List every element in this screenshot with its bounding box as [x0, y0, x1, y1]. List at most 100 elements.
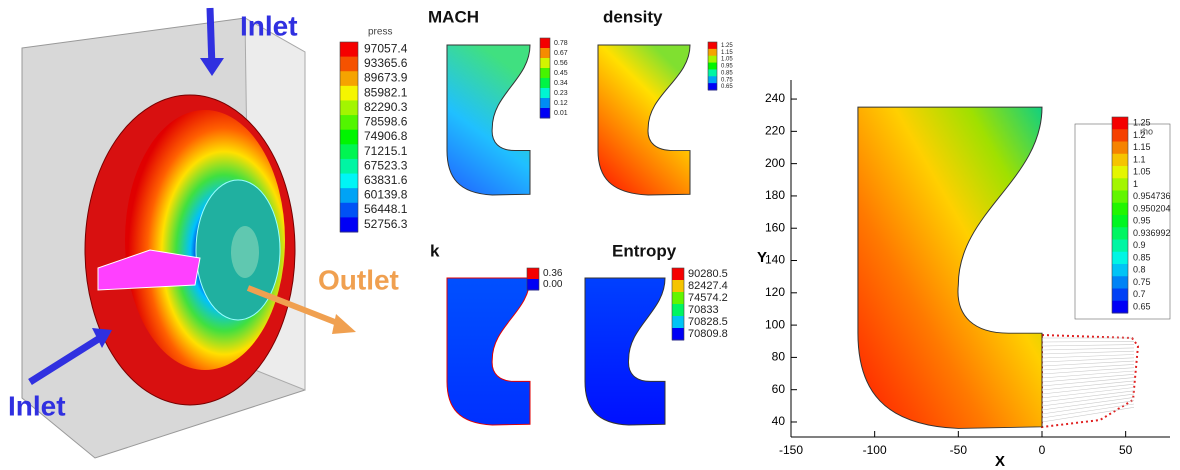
x-tick-label: -100 [863, 443, 887, 457]
colorbar-label: 0.9 [1133, 240, 1146, 250]
colorbar-patch [1112, 129, 1128, 142]
colorbar-label: 63831.6 [364, 173, 408, 187]
outlet-streamline [1042, 345, 1134, 346]
contour-shape [858, 107, 1042, 428]
colorbar-label: 70828.5 [688, 316, 728, 328]
label: Inlet [8, 390, 66, 421]
panel-title: MACH [428, 7, 479, 26]
colorbar-patch [340, 144, 358, 159]
colorbar-patch [1112, 142, 1128, 155]
colorbar-patch [672, 268, 684, 281]
colorbar-patch [540, 78, 550, 89]
colorbar-patch [540, 38, 550, 49]
colorbar-patch [1112, 191, 1128, 204]
colorbar-patch [672, 280, 684, 293]
colorbar-label: 0.78 [554, 40, 568, 47]
y-tick-label: 140 [765, 253, 785, 267]
colorbar-patch [708, 83, 717, 90]
outlet-streamline [1042, 407, 1134, 422]
colorbar-label: 1.25 [1133, 118, 1151, 128]
outlet-streamline [1042, 404, 1134, 418]
arrow-head [332, 314, 356, 334]
colorbar-label: 0.12 [554, 100, 568, 107]
colorbar-label: 74574.2 [688, 292, 728, 304]
y-tick-label: 180 [765, 188, 785, 202]
outlet-streamline [1042, 355, 1134, 359]
outlet-streamline [1042, 358, 1134, 362]
colorbar-patch [540, 108, 550, 119]
colorbar-label: 0.85 [721, 70, 733, 76]
colorbar-patch [672, 316, 684, 329]
colorbar-label: 1.05 [1133, 167, 1151, 177]
colorbar-patch [672, 292, 684, 305]
colorbar-label: 1.25 [721, 43, 733, 49]
colorbar-patch [340, 217, 358, 232]
colorbar-label: 0.936992 [1133, 228, 1171, 238]
y-tick-label: 40 [772, 414, 786, 428]
colorbar-patch [340, 159, 358, 174]
panel-title: k [430, 241, 440, 260]
colorbar-patch [708, 69, 717, 76]
x-tick-label: -50 [950, 443, 968, 457]
colorbar-patch [1112, 301, 1128, 314]
colorbar-label: 70809.8 [688, 328, 728, 340]
y-tick-label: 80 [772, 350, 786, 364]
x-tick-label: -150 [779, 443, 803, 457]
colorbar-patch [1112, 215, 1128, 228]
label: Outlet [318, 264, 399, 295]
colorbar-label: 0.950204 [1133, 203, 1171, 213]
colorbar-label: 0.36 [543, 268, 563, 279]
y-tick-label: 120 [765, 285, 785, 299]
colorbar-label: 93365.6 [364, 56, 408, 70]
colorbar-patch [1112, 117, 1128, 130]
colorbar-patch [540, 98, 550, 109]
colorbar-label: 0.95 [721, 64, 733, 70]
colorbar-patch [1112, 178, 1128, 191]
colorbar-label: 90280.5 [688, 268, 728, 280]
colorbar-label: 89673.9 [364, 71, 408, 85]
y-tick-label: 160 [765, 220, 785, 234]
colorbar-label: 0.8 [1133, 265, 1146, 275]
contour-shape [447, 45, 530, 195]
colorbar-label: 78598.6 [364, 115, 408, 129]
outlet-streamline [1042, 371, 1134, 378]
figure: Inlet Inlet Outlet press97057.493365.689… [0, 0, 1180, 470]
colorbar-label: 1.2 [1133, 130, 1146, 140]
outlet-streamline [1042, 351, 1134, 354]
hub-center [231, 226, 259, 278]
colorbar-patch [1112, 264, 1128, 277]
legend-title: press [368, 27, 392, 38]
colorbar-label: 1.05 [721, 57, 733, 63]
x-axis-label: X [995, 453, 1005, 470]
colorbar-label: 70833 [688, 304, 719, 316]
contour-shape [447, 278, 530, 425]
colorbar-label: 0.00 [543, 279, 563, 290]
colorbar-patch [340, 42, 358, 57]
colorbar-label: 82290.3 [364, 100, 408, 114]
colorbar-patch [1112, 154, 1128, 167]
outlet-streamline [1042, 348, 1134, 350]
colorbar-label: 1 [1133, 179, 1138, 189]
outlet-streamline [1042, 378, 1134, 386]
y-axis-label: Y [757, 249, 767, 266]
colorbar-label: 0.67 [554, 50, 568, 57]
y-tick-label: 60 [772, 382, 786, 396]
outlet-streamline [1042, 401, 1134, 414]
colorbar-patch [708, 49, 717, 56]
outlet-streamline [1042, 374, 1134, 382]
colorbar-patch [540, 58, 550, 69]
outlet-streamline [1042, 397, 1134, 410]
colorbar-label: 60139.8 [364, 188, 408, 202]
colorbar-patch [708, 76, 717, 83]
y-tick-label: 240 [765, 91, 785, 105]
colorbar-label: 0.34 [554, 80, 568, 87]
colorbar-patch [1112, 203, 1128, 216]
contour-shape [585, 278, 665, 425]
colorbar-patch [708, 42, 717, 49]
colorbar-label: 0.56 [554, 60, 568, 67]
colorbar-label: 0.75 [1133, 277, 1151, 287]
colorbar-patch [340, 130, 358, 145]
outlet-streamline [1042, 341, 1134, 342]
colorbar-patch [708, 63, 717, 70]
colorbar-label: 1.15 [721, 50, 733, 56]
